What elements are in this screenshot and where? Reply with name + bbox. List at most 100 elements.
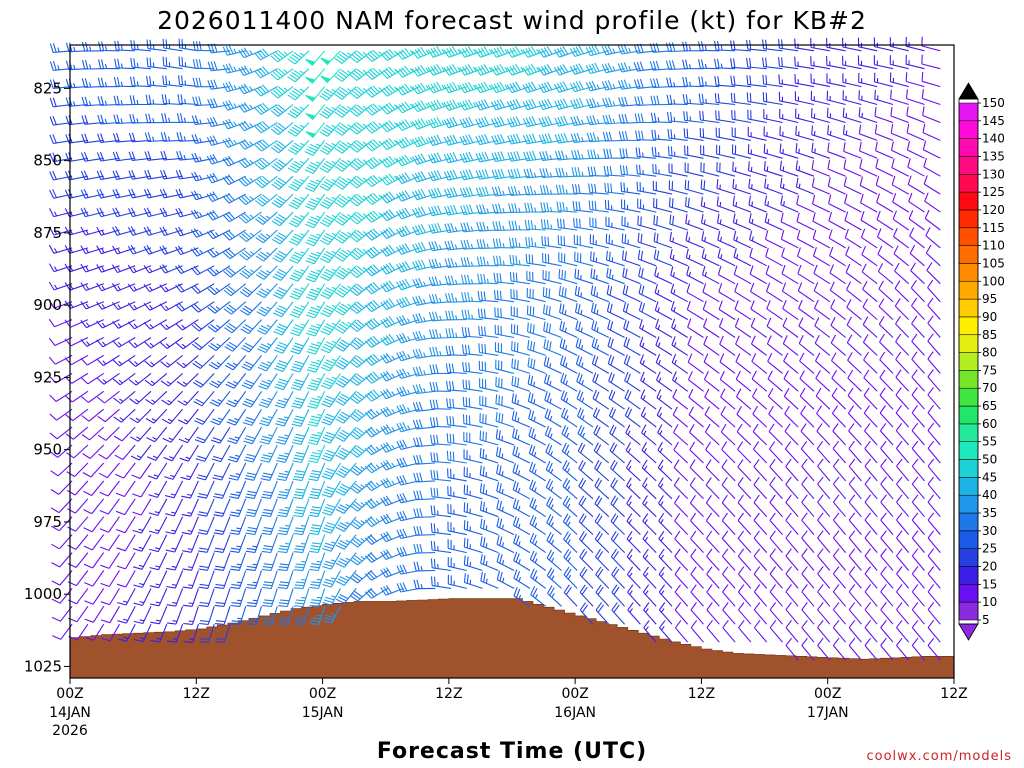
wind-barb [769,619,783,643]
barb-staff [801,512,815,535]
barb-staff [80,300,104,310]
wind-barb [224,355,247,371]
wind-barb [538,81,562,94]
barb-staff [528,409,546,428]
wind-barb [226,408,247,426]
barb-staff [380,84,404,97]
barb-staff [243,426,262,445]
wind-barb [674,584,689,607]
wind-barb [658,513,673,535]
barb-staff [652,180,673,195]
barb-staff [380,549,404,561]
barb-staff [546,567,562,589]
wind-barb [273,319,294,336]
barb-staff [864,530,878,553]
barb-staff [413,543,436,554]
x-tick-label: 00Z [56,686,83,702]
barb-staff [65,78,88,89]
barb-staff [238,139,262,150]
wind-barb [349,265,373,279]
barb-staff [732,178,752,195]
barb-staff [320,373,341,390]
barb-staff [495,376,515,392]
barb-staff [780,212,799,231]
wind-barb [608,407,625,428]
wind-barb [641,459,657,482]
wind-barb [319,211,341,227]
barb-staff [731,144,752,159]
wind-barb [544,425,562,446]
barb-staff [684,179,704,195]
barb-staff [522,81,546,94]
wind-barb [753,566,768,589]
barb-staff [832,530,847,553]
wind-barb [590,302,610,321]
barb-staff [877,245,894,267]
wind-barb [349,50,373,63]
barb-staff [859,176,878,195]
wind-barb [576,372,594,392]
wind-barb [129,113,152,124]
wind-barb [526,270,546,285]
wind-barb [319,122,341,137]
colorbar-swatch [958,263,979,282]
wind-barb [396,350,420,362]
barb-staff [587,166,609,177]
barb-staff [349,301,373,314]
barb-staff [496,517,515,536]
wind-barb [207,43,231,54]
wind-barb [81,408,105,422]
wind-barb [207,319,231,333]
barb-staff [779,143,799,159]
barb-staff [668,163,688,177]
barb-staff [906,123,925,141]
barb-staff [922,140,941,159]
barb-staff [349,283,373,297]
barb-staff [305,265,326,283]
wind-barb [307,408,326,427]
barb-staff [380,280,404,293]
wind-barb [175,319,199,331]
barb-staff [380,459,404,471]
wind-barb [222,155,246,167]
barb-staff [513,551,531,571]
barb-staff [326,68,341,83]
wind-barb [446,415,467,428]
wind-barb [569,80,594,93]
wind-barb [238,47,262,59]
barb-staff [112,372,136,386]
barb-staff [592,389,610,410]
wind-barb [927,333,941,356]
wind-barb [49,170,73,181]
wind-barb [270,139,294,154]
barb-staff [127,226,152,236]
wind-barb [847,352,862,374]
wind-barb [271,211,294,227]
wind-barb [143,301,168,311]
barb-staff [112,337,136,348]
barb-staff [749,265,767,285]
barb-staff [927,458,941,482]
barb-staff [778,56,799,70]
barb-staff [49,390,73,402]
barb-staff [206,209,231,221]
barb-staff [349,319,373,332]
wind-barb [191,133,215,144]
wind-barb [243,444,262,463]
wind-barb [864,458,878,482]
wind-barb [862,298,878,321]
barb-staff [829,264,846,285]
barb-staff [309,588,326,607]
barb-staff [334,139,357,154]
wind-barb [307,426,326,446]
wind-barb [652,163,673,177]
wind-barb [857,55,878,70]
wind-barb [287,104,310,119]
barb-staff [494,307,515,321]
barb-staff [145,94,167,106]
barb-staff [277,570,294,590]
wind-barb [364,353,389,366]
barb-staff [690,584,704,607]
wind-barb [563,566,578,589]
wind-barb [522,81,546,94]
